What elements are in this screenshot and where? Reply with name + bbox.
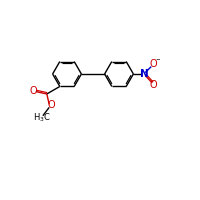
Text: H$_3$C: H$_3$C	[33, 112, 51, 124]
Text: O: O	[150, 80, 158, 90]
Text: $^+$: $^+$	[144, 68, 150, 73]
Text: O: O	[150, 59, 158, 69]
Text: O: O	[48, 100, 55, 110]
Text: O: O	[30, 86, 37, 96]
Text: $^-$: $^-$	[154, 56, 161, 65]
Text: N: N	[140, 69, 149, 79]
